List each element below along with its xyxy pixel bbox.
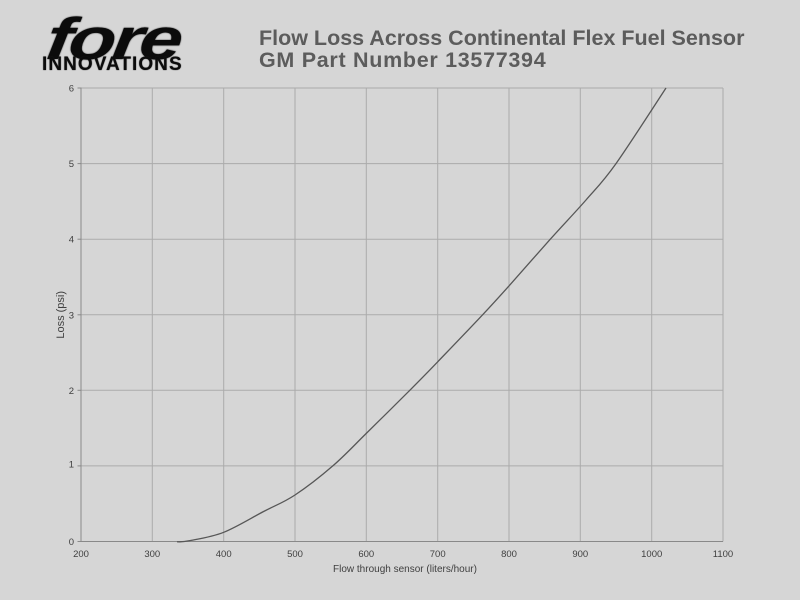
svg-text:5: 5 (69, 159, 74, 170)
svg-text:0: 0 (69, 537, 74, 548)
svg-text:400: 400 (216, 549, 232, 560)
svg-text:900: 900 (572, 549, 588, 560)
svg-text:600: 600 (358, 549, 374, 560)
svg-text:3: 3 (69, 310, 74, 321)
svg-text:200: 200 (73, 549, 89, 560)
svg-text:2: 2 (69, 386, 74, 397)
svg-text:1100: 1100 (713, 549, 733, 560)
svg-text:Loss (psi): Loss (psi) (55, 291, 67, 339)
svg-text:Flow through sensor (liters/ho: Flow through sensor (liters/hour) (333, 564, 477, 575)
svg-text:800: 800 (501, 549, 517, 560)
svg-text:1: 1 (69, 459, 74, 470)
svg-text:6: 6 (69, 84, 74, 95)
svg-text:500: 500 (287, 549, 303, 560)
svg-text:700: 700 (430, 549, 446, 560)
svg-text:1000: 1000 (641, 549, 662, 560)
svg-text:4: 4 (69, 235, 74, 246)
svg-text:300: 300 (144, 549, 160, 560)
